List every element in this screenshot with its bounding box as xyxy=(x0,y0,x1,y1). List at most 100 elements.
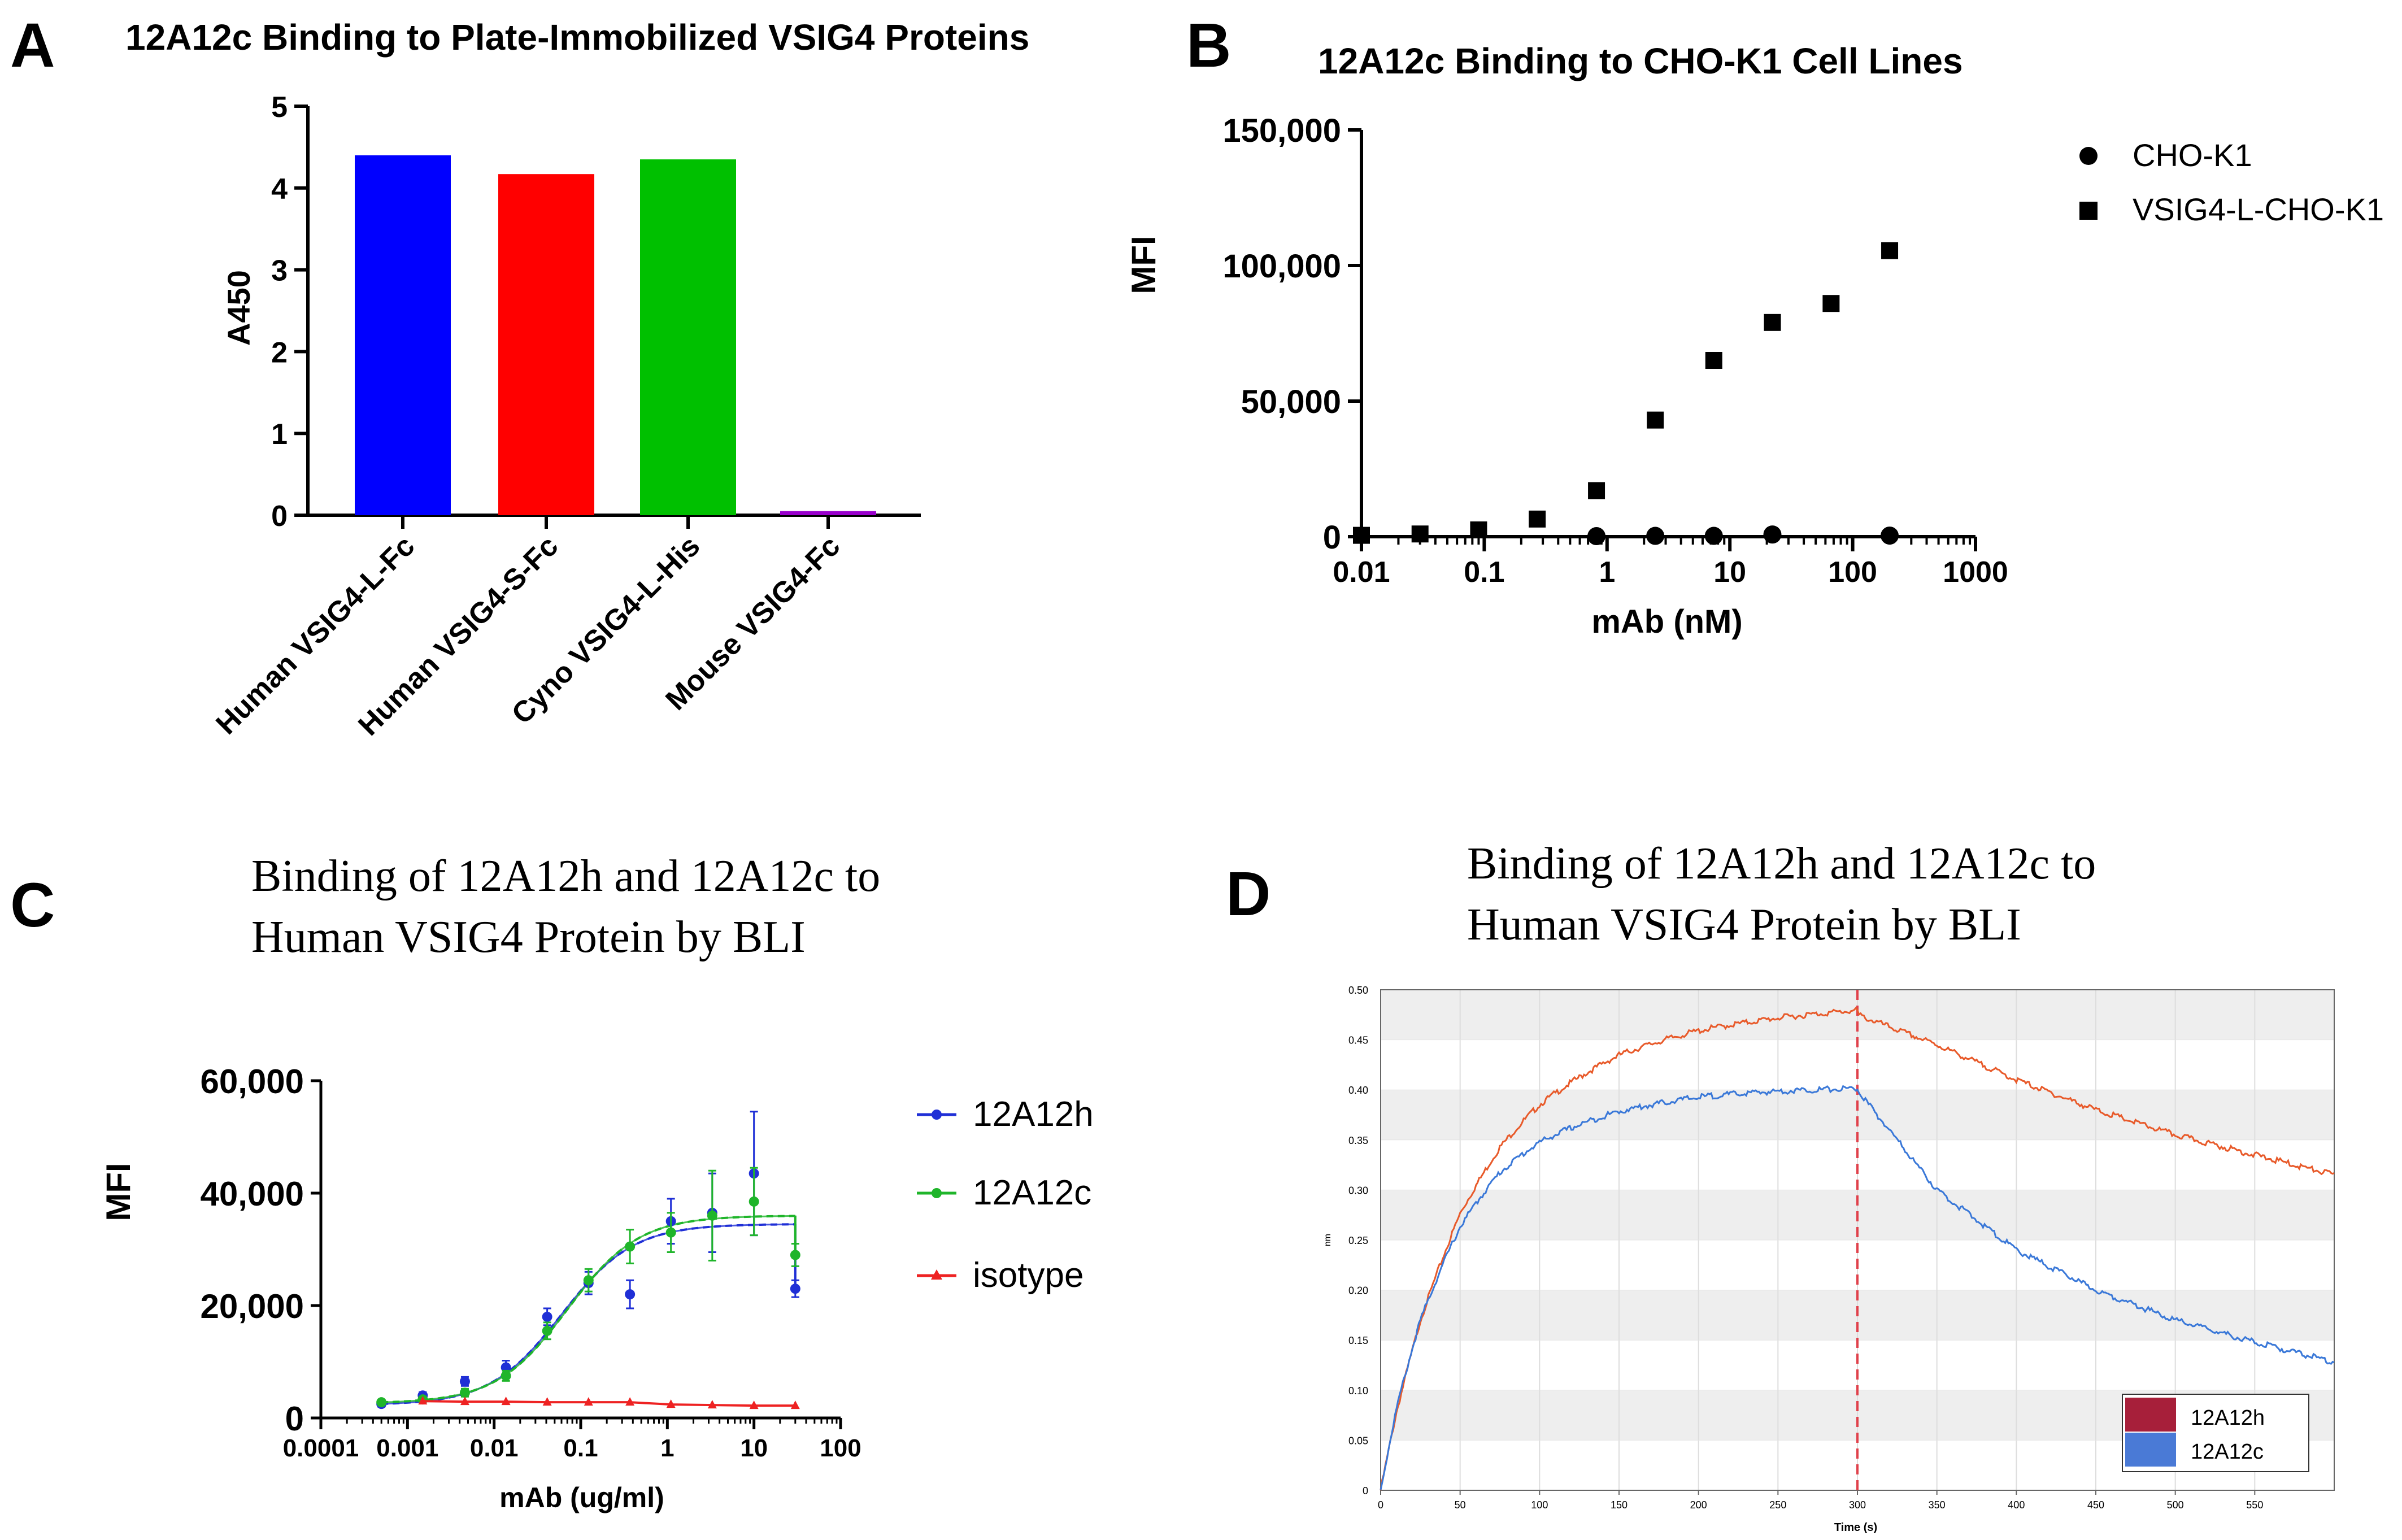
panel-b-legend: CHO-K1 VSIG4-L-CHO-K1 xyxy=(2079,137,2384,227)
x-tick-label: 10 xyxy=(1713,556,1746,589)
y-tick-label: 100,000 xyxy=(1222,248,1341,285)
panel-d-plot xyxy=(1380,990,2335,1491)
y-tick-label: 0.30 xyxy=(1348,1185,1368,1196)
y-tick-label: 0.35 xyxy=(1348,1135,1368,1146)
y-tick-label: 0 xyxy=(1363,1485,1368,1497)
panel-c-legend: 12A12h 12A12c isotype xyxy=(917,1095,1094,1295)
panel-d-xlabel: Time (s) xyxy=(1834,1521,1877,1534)
legend-label-12a12c: 12A12c xyxy=(973,1173,1091,1212)
point-cho-k1 xyxy=(1646,527,1665,545)
point-12a12c xyxy=(376,1397,387,1408)
x-tick-label: 550 xyxy=(2246,1499,2263,1511)
x-tick-label: 500 xyxy=(2167,1499,2184,1511)
point-vsig4-l-cho-k1 xyxy=(1529,510,1546,528)
point-isotype xyxy=(460,1397,469,1406)
y-tick-label: 60,000 xyxy=(200,1063,304,1100)
panel-c-title-line-1: Binding of 12A12h and 12A12c to xyxy=(251,851,880,901)
legend-swatch-12a12c xyxy=(2125,1433,2176,1467)
fit-curve-12a12h-solid xyxy=(381,1223,795,1405)
panel-a: A 12A12c Binding to Plate-Immobilized VS… xyxy=(10,11,1029,742)
y-tick-label: 5 xyxy=(271,91,288,124)
point-12a12c xyxy=(583,1275,594,1286)
fit-curve-12a12h xyxy=(381,1223,795,1405)
point-isotype xyxy=(790,1400,800,1410)
bar-3 xyxy=(640,159,736,515)
bar-4 xyxy=(780,511,876,515)
point-isotype xyxy=(418,1396,428,1405)
fit-curve-12a12c xyxy=(381,1215,795,1404)
x-tick-label: 300 xyxy=(1849,1499,1866,1511)
point-isotype xyxy=(707,1400,717,1409)
point-vsig4-l-cho-k1 xyxy=(1470,521,1487,538)
point-12a12h xyxy=(790,1284,800,1294)
panel-d-title-line-1: Binding of 12A12h and 12A12c to xyxy=(1467,839,2096,889)
point-cho-k1 xyxy=(1763,525,1782,544)
panel-d: D Binding of 12A12h and 12A12c to Human … xyxy=(1226,839,2335,1534)
point-isotype xyxy=(666,1399,676,1408)
panel-c: C Binding of 12A12h and 12A12c to Human … xyxy=(10,851,1094,1513)
panel-c-plot xyxy=(376,1111,800,1410)
point-12a12c xyxy=(625,1241,636,1252)
bar-1 xyxy=(355,155,451,515)
point-12a12c xyxy=(707,1210,717,1221)
panel-a-ylabel: A450 xyxy=(221,270,256,346)
panel-c-axes: 0 20,000 40,000 60,000 0.0001 0.001 0.01 0.1 1 10… xyxy=(200,1063,861,1462)
panel-b: B 12A12c Binding to CHO-K1 Cell Lines MF… xyxy=(1125,11,2384,640)
panel-c-title-line-2: Human VSIG4 Protein by BLI xyxy=(251,912,806,962)
x-tick-label: 400 xyxy=(2008,1499,2025,1511)
sensorgram-12a12c xyxy=(1380,1085,2335,1490)
y-tick-label: 1 xyxy=(271,418,288,451)
point-12a12c xyxy=(749,1196,759,1207)
y-tick-label: 40,000 xyxy=(200,1175,304,1213)
y-tick-label: 20,000 xyxy=(200,1287,304,1325)
point-cho-k1 xyxy=(1881,527,1899,545)
x-tick-label: 0.1 xyxy=(563,1434,598,1462)
x-tick-label: 1000 xyxy=(1943,556,2008,589)
point-isotype xyxy=(584,1397,593,1406)
x-tick-label: 1 xyxy=(1599,556,1615,589)
x-tick-label: 150 xyxy=(1611,1499,1628,1511)
y-tick-label: 0 xyxy=(1323,519,1341,556)
y-tick-label: 0 xyxy=(285,1400,304,1438)
panel-a-bars xyxy=(355,155,876,516)
panel-d-ylabel: nm xyxy=(1323,1234,1333,1246)
point-12a12c xyxy=(542,1325,552,1336)
point-vsig4-l-cho-k1 xyxy=(1588,482,1605,499)
sensorgram-12a12h xyxy=(1380,1006,2335,1491)
line-isotype xyxy=(423,1400,795,1407)
y-tick-label: 0.25 xyxy=(1348,1235,1368,1246)
point-vsig4-l-cho-k1 xyxy=(1411,525,1429,543)
point-isotype xyxy=(501,1397,511,1406)
panel-b-ylabel: MFI xyxy=(1125,236,1163,294)
y-tick-label: 0.50 xyxy=(1348,985,1368,996)
legend-marker-cho-k1 xyxy=(2079,147,2098,165)
y-tick-label: 0 xyxy=(271,500,288,533)
point-12a12h xyxy=(459,1376,470,1387)
point-cho-k1 xyxy=(1587,527,1606,546)
point-12a12c xyxy=(665,1227,676,1238)
panel-d-title-line-2: Human VSIG4 Protein by BLI xyxy=(1467,900,2021,950)
x-tick-label: 0.0001 xyxy=(283,1434,359,1462)
panel-b-points xyxy=(1353,242,1899,546)
y-tick-label: 2 xyxy=(271,336,288,369)
x-tick-label: 0.1 xyxy=(1464,556,1504,589)
point-12a12c xyxy=(790,1250,800,1260)
legend-marker-vsig4-l-cho-k1 xyxy=(2079,202,2098,220)
panel-b-axes: 0 50,000 100,000 150,000 0.01 0.1 1 10 100 1000 xyxy=(1222,112,2008,589)
y-tick-label: 0.40 xyxy=(1348,1085,1368,1096)
point-12a12h xyxy=(625,1289,636,1300)
x-tick-label: 450 xyxy=(2087,1499,2104,1511)
x-tick-label: 100 xyxy=(1531,1499,1548,1511)
panel-letter-d: D xyxy=(1226,859,1270,929)
y-tick-label: 0.15 xyxy=(1348,1335,1368,1346)
point-vsig4-l-cho-k1 xyxy=(1647,411,1664,429)
legend-label-vsig4-l-cho-k1: VSIG4-L-CHO-K1 xyxy=(2133,192,2384,227)
y-tick-label: 150,000 xyxy=(1222,112,1341,149)
legend-label-12a12h: 12A12h xyxy=(2191,1406,2265,1430)
point-12a12c xyxy=(459,1387,470,1398)
x-tick-label: 0 xyxy=(1378,1499,1383,1511)
legend-marker-12a12c xyxy=(932,1188,942,1198)
legend-label-isotype: isotype xyxy=(973,1256,1083,1295)
y-tick-label: 3 xyxy=(271,255,288,288)
